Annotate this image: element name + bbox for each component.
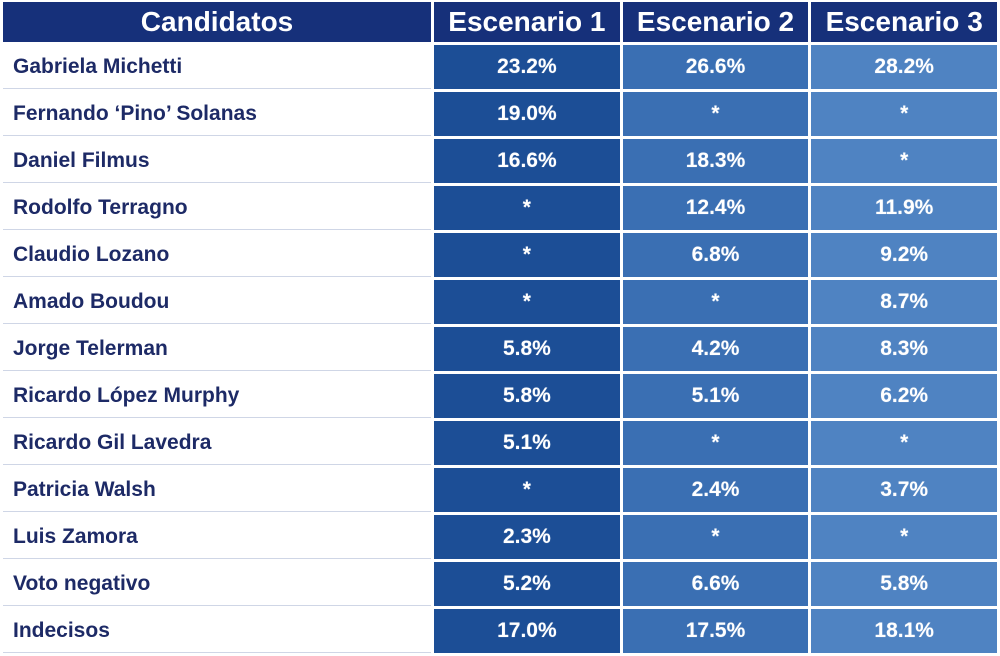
cell-escenario-3: 8.3% <box>811 327 997 371</box>
cell-escenario-2: * <box>622 515 809 559</box>
cell-escenario-3: 3.7% <box>811 468 997 512</box>
cell-escenario-3: * <box>811 92 997 136</box>
candidate-name: Fernando ‘Pino’ Solanas <box>3 92 432 136</box>
cell-escenario-1: 5.2% <box>434 562 620 606</box>
column-header-escenario-3: Escenario 3 <box>811 2 997 42</box>
column-header-escenario-1: Escenario 1 <box>434 2 620 42</box>
table-row: Voto negativo 5.2% 6.6% 5.8% <box>3 562 997 606</box>
cell-escenario-3: * <box>811 515 997 559</box>
cell-escenario-2: * <box>622 421 809 465</box>
cell-escenario-3: * <box>811 421 997 465</box>
cell-escenario-2: 18.3% <box>622 139 809 183</box>
cell-escenario-2: 5.1% <box>622 374 809 418</box>
table-row: Ricardo López Murphy 5.8% 5.1% 6.2% <box>3 374 997 418</box>
column-header-escenario-2: Escenario 2 <box>622 2 809 42</box>
cell-escenario-2: 26.6% <box>622 45 809 89</box>
candidate-name: Amado Boudou <box>3 280 432 324</box>
cell-escenario-3: * <box>811 139 997 183</box>
candidate-name: Gabriela Michetti <box>3 45 432 89</box>
cell-escenario-3: 18.1% <box>811 609 997 653</box>
table-row: Ricardo Gil Lavedra 5.1% * * <box>3 421 997 465</box>
table-row: Amado Boudou * * 8.7% <box>3 280 997 324</box>
candidate-name: Jorge Telerman <box>3 327 432 371</box>
cell-escenario-1: 19.0% <box>434 92 620 136</box>
cell-escenario-3: 5.8% <box>811 562 997 606</box>
column-header-candidatos: Candidatos <box>3 2 432 42</box>
candidate-name: Ricardo López Murphy <box>3 374 432 418</box>
table-row: Gabriela Michetti 23.2% 26.6% 28.2% <box>3 45 997 89</box>
cell-escenario-3: 9.2% <box>811 233 997 277</box>
table-row: Luis Zamora 2.3% * * <box>3 515 997 559</box>
cell-escenario-1: * <box>434 468 620 512</box>
cell-escenario-3: 11.9% <box>811 186 997 230</box>
cell-escenario-1: 2.3% <box>434 515 620 559</box>
cell-escenario-3: 8.7% <box>811 280 997 324</box>
cell-escenario-2: 12.4% <box>622 186 809 230</box>
candidate-name: Indecisos <box>3 609 432 653</box>
header-row: Candidatos Escenario 1 Escenario 2 Escen… <box>3 2 997 42</box>
table-row: Fernando ‘Pino’ Solanas 19.0% * * <box>3 92 997 136</box>
cell-escenario-3: 6.2% <box>811 374 997 418</box>
table-row: Claudio Lozano * 6.8% 9.2% <box>3 233 997 277</box>
cell-escenario-1: 17.0% <box>434 609 620 653</box>
candidate-name: Luis Zamora <box>3 515 432 559</box>
candidate-name: Ricardo Gil Lavedra <box>3 421 432 465</box>
cell-escenario-1: * <box>434 280 620 324</box>
cell-escenario-2: 4.2% <box>622 327 809 371</box>
cell-escenario-1: 5.8% <box>434 374 620 418</box>
cell-escenario-2: * <box>622 280 809 324</box>
candidate-name: Voto negativo <box>3 562 432 606</box>
table-row: Indecisos 17.0% 17.5% 18.1% <box>3 609 997 653</box>
cell-escenario-1: 23.2% <box>434 45 620 89</box>
cell-escenario-2: * <box>622 92 809 136</box>
cell-escenario-1: 5.1% <box>434 421 620 465</box>
candidate-name: Rodolfo Terragno <box>3 186 432 230</box>
candidate-name: Patricia Walsh <box>3 468 432 512</box>
cell-escenario-1: 5.8% <box>434 327 620 371</box>
table-row: Jorge Telerman 5.8% 4.2% 8.3% <box>3 327 997 371</box>
candidate-name: Daniel Filmus <box>3 139 432 183</box>
table-row: Rodolfo Terragno * 12.4% 11.9% <box>3 186 997 230</box>
cell-escenario-2: 6.6% <box>622 562 809 606</box>
cell-escenario-2: 6.8% <box>622 233 809 277</box>
cell-escenario-2: 17.5% <box>622 609 809 653</box>
cell-escenario-3: 28.2% <box>811 45 997 89</box>
table-row: Daniel Filmus 16.6% 18.3% * <box>3 139 997 183</box>
candidate-name: Claudio Lozano <box>3 233 432 277</box>
cell-escenario-1: 16.6% <box>434 139 620 183</box>
cell-escenario-1: * <box>434 233 620 277</box>
cell-escenario-2: 2.4% <box>622 468 809 512</box>
table-row: Patricia Walsh * 2.4% 3.7% <box>3 468 997 512</box>
cell-escenario-1: * <box>434 186 620 230</box>
